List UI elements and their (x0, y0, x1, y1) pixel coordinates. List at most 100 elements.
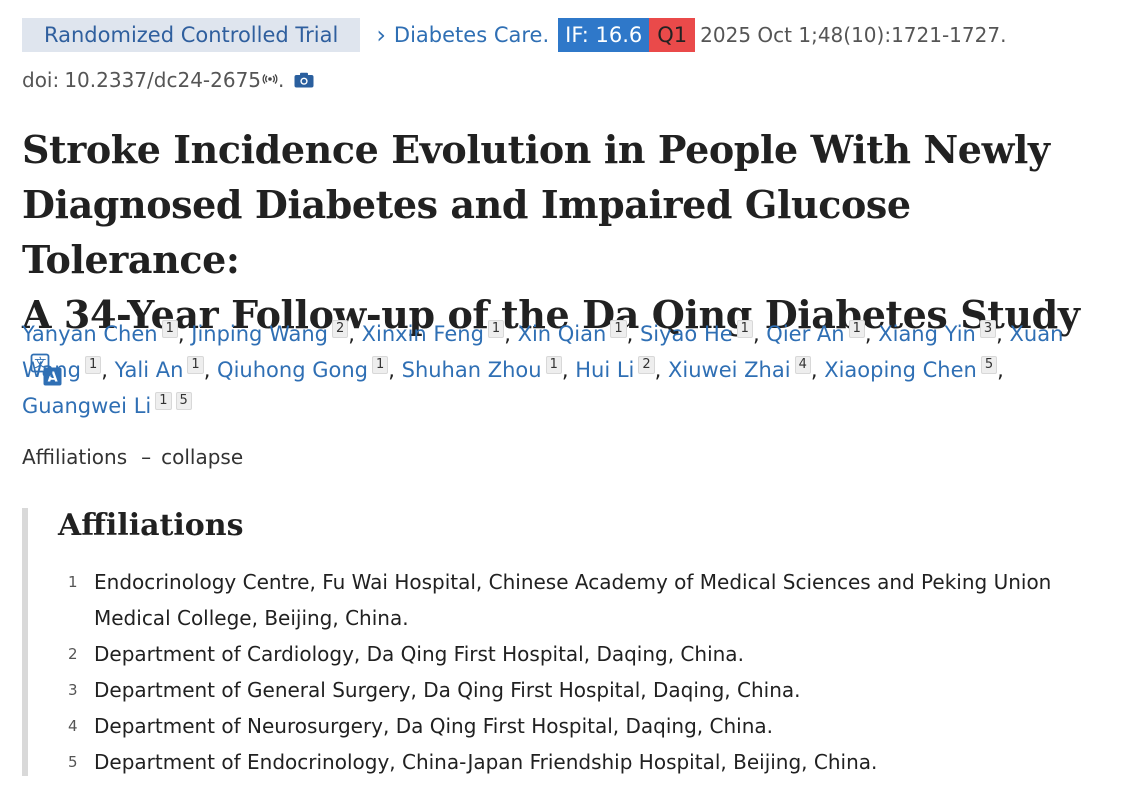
affiliation-item: 3 Department of General Surgery, Da Qing … (58, 672, 1118, 708)
author-name-link[interactable]: Siyao He (639, 322, 733, 346)
author-separator: , (101, 358, 115, 382)
author-name-link[interactable]: Xiaoping Chen (824, 358, 977, 382)
affiliation-ref-badge[interactable]: 1 (187, 356, 204, 374)
chevron-right-icon: › (376, 21, 386, 49)
impact-factor-badge: IF: 16.6 (558, 18, 650, 52)
author-name-link[interactable]: Guangwei Li (22, 394, 152, 418)
affiliation-ref-badge[interactable]: 3 (979, 320, 997, 338)
affiliation-number: 3 (68, 681, 78, 699)
affiliation-ref-badge[interactable]: 1 (848, 320, 865, 338)
affiliation-ref-badge[interactable]: 4 (794, 356, 811, 374)
affiliations-panel: Affiliations 1 Endocrinology Centre, Fu W… (22, 508, 1112, 776)
article-title: Stroke Incidence Evolution in People Wit… (22, 122, 1112, 397)
author-name-link[interactable]: Xuan Wang (22, 322, 1064, 382)
camera-icon[interactable] (294, 72, 314, 88)
affiliation-ref-badge[interactable]: 1 (487, 320, 505, 338)
author-name-link[interactable]: Xiang Yin (878, 322, 976, 346)
author-separator: , (561, 358, 576, 382)
affiliation-text: Department of Cardiology, Da Qing First … (94, 642, 744, 666)
author-item: Qier An 1 (766, 320, 865, 346)
affiliation-item: 5 Department of Endocrinology, China-Japa… (58, 744, 1118, 780)
author-separator: , (864, 322, 879, 346)
title-line-3: A 34-Year Follow-up of the Da Qing Diabe… (22, 292, 1080, 337)
author-separator: , (348, 322, 362, 346)
author-list: Yanyan Chen 1, Jinping Wang 2, Xinxin Feng… (22, 316, 1112, 424)
affiliation-ref-badge[interactable]: 1 (161, 320, 178, 338)
affiliation-number: 2 (68, 645, 78, 663)
affiliation-number: 1 (68, 573, 78, 591)
author-separator: , (997, 358, 1004, 382)
author-item: Jinping Wang 2 (191, 320, 349, 346)
author-name-link[interactable]: Jinping Wang (191, 322, 328, 346)
author-separator: , (203, 358, 218, 382)
author-name-link[interactable]: Xinxin Feng (361, 322, 484, 346)
quartile-badge: Q1 (649, 18, 696, 52)
journal-link[interactable]: Diabetes Care. (393, 23, 550, 47)
author-separator: , (626, 322, 640, 346)
author-name-link[interactable]: Xiuwei Zhai (668, 358, 791, 382)
affiliation-text: Endocrinology Centre, Fu Wai Hospital, C… (94, 570, 1052, 630)
author-separator: , (388, 358, 402, 382)
affiliation-ref-badge[interactable]: 2 (638, 356, 655, 374)
doi-line: doi: 10.2337/dc24-2675 . (22, 63, 314, 97)
author-name-link[interactable]: Shuhan Zhou (401, 358, 542, 382)
author-name-link[interactable]: Yanyan Chen (22, 322, 158, 346)
affiliations-toggle[interactable]: Affiliations – collapse (22, 445, 243, 469)
affiliation-item: 1 Endocrinology Centre, Fu Wai Hospital, … (58, 564, 1118, 636)
author-separator: , (654, 358, 669, 382)
title-line-2: Diagnosed Diabetes and Impaired Glucose … (22, 182, 911, 282)
author-name-link[interactable]: Hui Li (575, 358, 635, 382)
author-item: Siyao He 1 (639, 320, 753, 346)
author-item: Shuhan Zhou 1 (401, 356, 562, 382)
author-item: Guangwei Li 1 5 (22, 392, 192, 418)
publication-type-badge[interactable]: Randomized Controlled Trial (22, 18, 361, 52)
author-name-link[interactable]: Yali An (114, 358, 184, 382)
affiliation-ref-badge[interactable]: 1 (371, 356, 389, 374)
affiliation-ref-badge[interactable]: 1 (736, 320, 753, 338)
affiliation-ref-badge[interactable]: 1 (84, 356, 102, 374)
author-name-link[interactable]: Qier An (766, 322, 845, 346)
author-item: Xiaoping Chen 5 (824, 356, 998, 382)
doi-label: doi: (22, 68, 60, 92)
affiliation-number: 4 (68, 717, 78, 735)
author-separator: , (810, 358, 825, 382)
affiliation-ref-badge[interactable]: 2 (332, 320, 349, 338)
author-separator: , (996, 322, 1010, 346)
author-separator: , (177, 322, 192, 346)
broadcast-icon[interactable] (262, 73, 278, 88)
author-item: Xuan Wang 1 (22, 322, 1063, 382)
author-name-link[interactable]: Xin Qian (517, 322, 607, 346)
author-item: Qiuhong Gong 1 (217, 356, 389, 382)
affiliation-ref-badge[interactable]: 5 (175, 392, 192, 410)
doi-value[interactable]: 10.2337/dc24-2675 (64, 68, 262, 92)
author-separator: , (504, 322, 518, 346)
affiliation-ref-badge[interactable]: 1 (610, 320, 627, 338)
affiliation-number: 5 (68, 753, 78, 771)
affiliations-toggle-label: Affiliations (22, 445, 128, 469)
affiliation-ref-badge[interactable]: 1 (155, 392, 172, 410)
author-item: Yanyan Chen 1 (22, 320, 178, 346)
collapse-dash-icon: – (141, 445, 152, 469)
author-item: Xiuwei Zhai 4 (668, 356, 811, 382)
author-separator: , (752, 322, 767, 346)
svg-text:A: A (48, 371, 58, 386)
publication-meta: Randomized Controlled Trial › Diabetes C… (22, 17, 1006, 53)
title-line-1: Stroke Incidence Evolution in People Wit… (22, 127, 1050, 172)
author-item: Yali An 1 (114, 356, 204, 382)
citation-text: 2025 Oct 1;48(10):1721-1727. (700, 23, 1007, 47)
affiliations-heading: Affiliations (58, 508, 244, 543)
affiliation-text: Department of General Surgery, Da Qing F… (94, 678, 801, 702)
affiliations-list: 1 Endocrinology Centre, Fu Wai Hospital, … (58, 564, 1118, 780)
author-name-link[interactable]: Qiuhong Gong (217, 358, 368, 382)
affiliation-item: 4 Department of Neurosurgery, Da Qing Fir… (58, 708, 1118, 744)
svg-text:文: 文 (34, 355, 46, 370)
affiliation-ref-badge[interactable]: 5 (980, 356, 998, 374)
author-item: Xiang Yin 3 (878, 320, 997, 346)
affiliation-ref-badge[interactable]: 1 (545, 356, 562, 374)
doi-period: . (278, 68, 285, 92)
author-item: Hui Li 2 (575, 356, 655, 382)
affiliation-item: 2 Department of Cardiology, Da Qing First… (58, 636, 1118, 672)
collapse-link[interactable]: collapse (161, 445, 244, 469)
